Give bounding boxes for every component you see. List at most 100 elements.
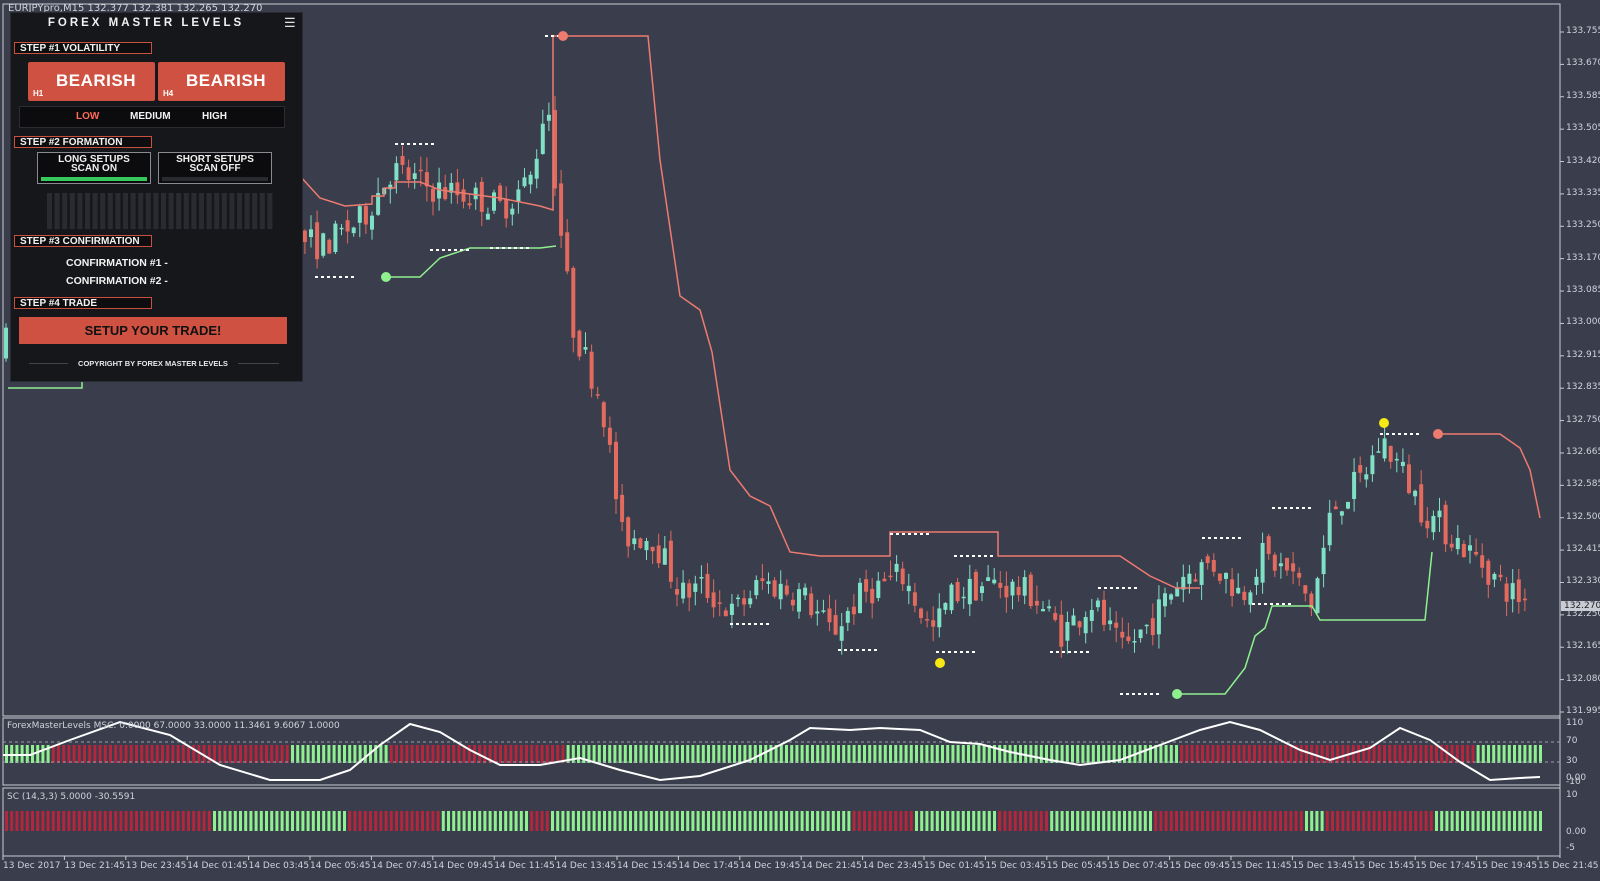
histogram-bar — [592, 745, 596, 763]
candle-body — [1486, 560, 1491, 585]
histogram-bar — [41, 811, 45, 831]
histogram-bar — [556, 745, 560, 763]
candle-body — [1437, 510, 1442, 518]
histogram-bar — [114, 745, 118, 763]
histogram-bar — [51, 745, 55, 763]
oscillator-line — [3, 720, 1541, 782]
histogram-bar — [956, 745, 960, 763]
histogram-bar — [504, 745, 508, 763]
histogram-bar — [1372, 745, 1376, 763]
candle-body — [394, 163, 399, 181]
histogram-bar — [5, 811, 8, 831]
candle-body — [821, 610, 826, 612]
volatility-high[interactable]: HIGH — [202, 111, 227, 122]
candle-body — [345, 220, 350, 232]
histogram-bar — [577, 811, 580, 831]
candle-body — [1205, 556, 1210, 564]
histogram-bar — [10, 811, 14, 831]
short-scan-indicator — [162, 177, 268, 181]
histogram-bar — [93, 745, 97, 763]
histogram-bar — [46, 811, 50, 831]
long-setups-scan-button[interactable]: LONG SETUPS SCAN ON — [37, 152, 151, 184]
candle-body — [333, 223, 338, 252]
histogram-bar — [774, 811, 778, 831]
formation-bar — [214, 193, 220, 229]
histogram-bar — [1450, 811, 1454, 831]
formation-bar — [168, 193, 174, 229]
histogram-bar — [1190, 745, 1194, 763]
histogram-bar — [1528, 811, 1532, 831]
histogram-bar — [15, 811, 19, 831]
menu-icon[interactable]: ☰ — [284, 15, 296, 30]
candle-body — [424, 172, 429, 187]
histogram-bar — [124, 811, 128, 831]
histogram-bar — [1445, 745, 1449, 763]
current-price-tag: 132.270 — [1561, 601, 1600, 611]
volatility-medium[interactable]: MEDIUM — [130, 111, 171, 122]
histogram-bar — [743, 745, 747, 763]
histogram-bar — [977, 811, 981, 831]
bearish-h4-button[interactable]: BEARISH H4 — [158, 62, 285, 101]
price-tick-label: 133.755 — [1566, 26, 1600, 36]
time-tick-label: 13 Dec 21:45 — [64, 861, 125, 871]
histogram-bar — [1383, 811, 1386, 831]
histogram-bar — [343, 811, 346, 831]
histogram-bar — [223, 745, 227, 763]
histogram-bar — [135, 745, 138, 763]
candle-body — [754, 580, 759, 596]
histogram-bar — [530, 811, 534, 831]
histogram-bar — [805, 811, 809, 831]
histogram-bar — [1539, 811, 1542, 831]
formation-bar — [244, 193, 250, 229]
formation-bar — [138, 193, 144, 229]
histogram-bar — [1211, 745, 1215, 763]
histogram-bar — [228, 745, 232, 763]
formation-bar — [92, 193, 98, 229]
histogram-bar — [1232, 811, 1236, 831]
histogram-bar — [1045, 811, 1048, 831]
candle-body — [1236, 587, 1241, 594]
candle-body — [363, 206, 368, 225]
histogram-bar — [514, 811, 518, 831]
histogram-bar — [1065, 811, 1069, 831]
bearish-h1-button[interactable]: BEARISH H1 — [28, 62, 155, 101]
candle-body — [1468, 545, 1472, 551]
histogram-bar — [535, 745, 539, 763]
histogram-bar — [291, 745, 294, 763]
setup-trade-button[interactable]: SETUP YOUR TRADE! — [19, 317, 287, 344]
short-setups-scan-button[interactable]: SHORT SETUPS SCAN OFF — [158, 152, 272, 184]
volatility-low[interactable]: LOW — [76, 111, 100, 122]
histogram-bar — [993, 811, 996, 831]
time-tick-label: 14 Dec 05:45 — [310, 861, 371, 871]
histogram-bar — [712, 745, 716, 763]
histogram-bar — [1242, 811, 1246, 831]
histogram-bar — [462, 811, 466, 831]
candle-body — [1498, 574, 1503, 578]
price-tick-label: 133.170 — [1566, 252, 1600, 263]
candle-body — [443, 187, 448, 200]
candle-body — [980, 586, 984, 593]
histogram-bar — [1450, 745, 1454, 763]
time-tick-label: 15 Dec 13:45 — [1292, 861, 1353, 871]
candle-body — [1358, 465, 1363, 473]
histogram-bar — [343, 745, 346, 763]
candle-body — [1419, 484, 1424, 523]
histogram-bar — [681, 811, 684, 831]
histogram-bar — [181, 811, 185, 831]
candle-body — [431, 188, 435, 202]
indicator1-axis-label: 70 — [1566, 736, 1578, 746]
histogram-bar — [389, 811, 393, 831]
histogram-bar — [296, 811, 300, 831]
histogram-bar — [452, 811, 456, 831]
candle-body — [370, 215, 374, 230]
candle-body — [729, 603, 734, 615]
candle-body — [668, 540, 673, 582]
histogram-bar — [1357, 745, 1360, 763]
histogram-bar — [894, 745, 898, 763]
candle-body — [967, 578, 972, 605]
histogram-bar — [296, 745, 300, 763]
histogram-bar — [207, 745, 211, 763]
histogram-bar — [816, 745, 820, 763]
